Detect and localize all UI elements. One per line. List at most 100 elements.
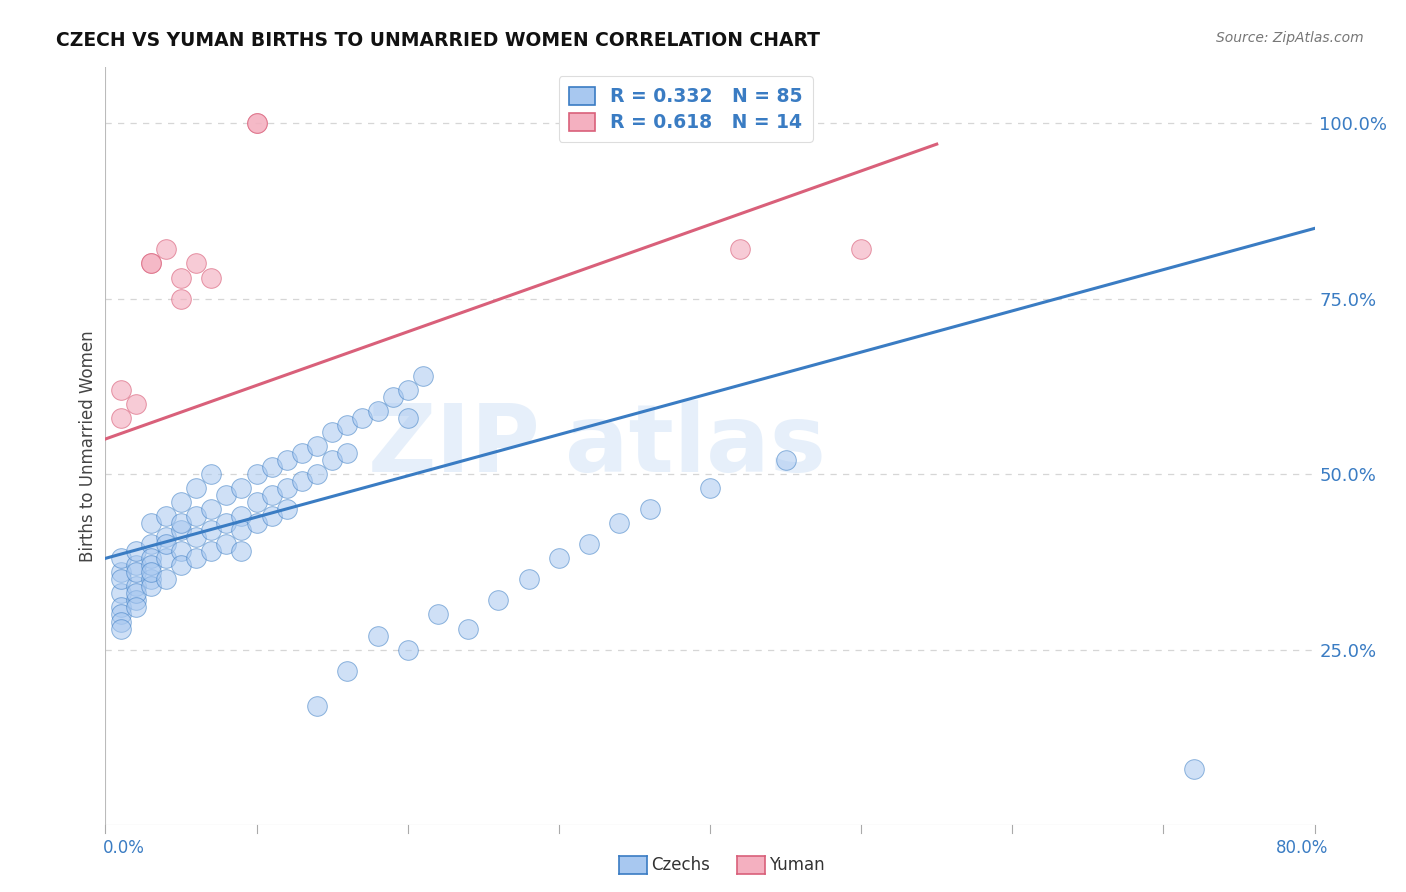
Point <box>139 551 162 566</box>
Point <box>139 516 162 531</box>
Point <box>396 411 419 425</box>
Point <box>231 509 253 524</box>
Point <box>170 516 193 531</box>
Point <box>699 481 721 495</box>
Point <box>775 453 797 467</box>
Point <box>110 615 132 629</box>
Text: 0.0%: 0.0% <box>103 838 145 856</box>
Point <box>381 390 404 404</box>
Point <box>139 537 162 551</box>
Point <box>517 573 540 587</box>
Legend: R = 0.332   N = 85, R = 0.618   N = 14: R = 0.332 N = 85, R = 0.618 N = 14 <box>558 77 813 142</box>
Point <box>139 573 162 587</box>
Point <box>200 502 222 516</box>
Point <box>186 551 208 566</box>
Point <box>139 566 162 580</box>
Point <box>170 292 193 306</box>
Point <box>366 404 388 418</box>
Text: Source: ZipAtlas.com: Source: ZipAtlas.com <box>1216 31 1364 45</box>
Point <box>276 502 298 516</box>
Point <box>427 607 450 622</box>
Point <box>110 607 132 622</box>
Point <box>231 481 253 495</box>
Point <box>200 467 222 481</box>
Point <box>139 579 162 593</box>
Point <box>124 544 148 558</box>
Point <box>638 502 661 516</box>
Point <box>186 256 208 270</box>
Point <box>110 383 132 397</box>
Point <box>276 481 298 495</box>
Point <box>321 425 343 439</box>
Point <box>124 397 148 411</box>
Point <box>155 530 177 544</box>
Point <box>366 629 388 643</box>
Point <box>170 558 193 573</box>
Point <box>307 467 329 481</box>
Point <box>155 537 177 551</box>
Point <box>307 439 329 453</box>
Point <box>291 474 314 488</box>
Point <box>110 573 132 587</box>
Point <box>186 481 208 495</box>
Point <box>200 544 222 558</box>
Point <box>246 495 269 509</box>
Point <box>170 523 193 537</box>
Point <box>155 243 177 257</box>
Point <box>170 270 193 285</box>
Point <box>170 544 193 558</box>
Text: atlas: atlas <box>565 400 825 492</box>
Point <box>1182 762 1205 776</box>
Point <box>730 243 752 257</box>
Point <box>139 256 162 270</box>
Point <box>186 530 208 544</box>
Point <box>246 467 269 481</box>
Point <box>200 523 222 537</box>
Text: ZIP: ZIP <box>368 400 541 492</box>
Point <box>849 243 872 257</box>
Point <box>291 446 314 460</box>
Point <box>352 411 374 425</box>
Text: Yuman: Yuman <box>769 856 825 874</box>
Point <box>139 558 162 573</box>
Point <box>155 551 177 566</box>
Point <box>321 453 343 467</box>
Text: CZECH VS YUMAN BIRTHS TO UNMARRIED WOMEN CORRELATION CHART: CZECH VS YUMAN BIRTHS TO UNMARRIED WOMEN… <box>56 31 820 50</box>
Point <box>231 523 253 537</box>
Point <box>110 551 132 566</box>
Point <box>260 488 283 502</box>
Point <box>307 698 329 713</box>
Y-axis label: Births to Unmarried Women: Births to Unmarried Women <box>79 330 97 562</box>
Point <box>231 544 253 558</box>
Point <box>336 664 359 678</box>
Point <box>260 460 283 475</box>
Point <box>124 579 148 593</box>
Point <box>578 537 600 551</box>
Point <box>609 516 631 531</box>
Point <box>396 383 419 397</box>
Point <box>412 368 434 383</box>
Point <box>215 488 238 502</box>
Point <box>488 593 510 607</box>
Point <box>155 573 177 587</box>
Text: Czechs: Czechs <box>651 856 710 874</box>
Text: 80.0%: 80.0% <box>1277 838 1329 856</box>
Point <box>110 411 132 425</box>
Point <box>396 642 419 657</box>
Point <box>186 509 208 524</box>
Point <box>124 566 148 580</box>
Point <box>548 551 571 566</box>
Point <box>124 586 148 600</box>
Point <box>336 446 359 460</box>
Point <box>124 558 148 573</box>
Point <box>124 600 148 615</box>
Point <box>155 509 177 524</box>
Point <box>260 509 283 524</box>
Point <box>246 116 269 130</box>
Point <box>110 600 132 615</box>
Point <box>200 270 222 285</box>
Point <box>246 516 269 531</box>
Point <box>124 593 148 607</box>
Point <box>246 116 269 130</box>
Point <box>276 453 298 467</box>
